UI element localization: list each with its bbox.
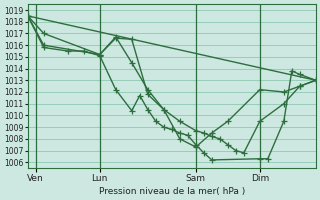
X-axis label: Pression niveau de la mer( hPa ): Pression niveau de la mer( hPa ) [99,187,245,196]
